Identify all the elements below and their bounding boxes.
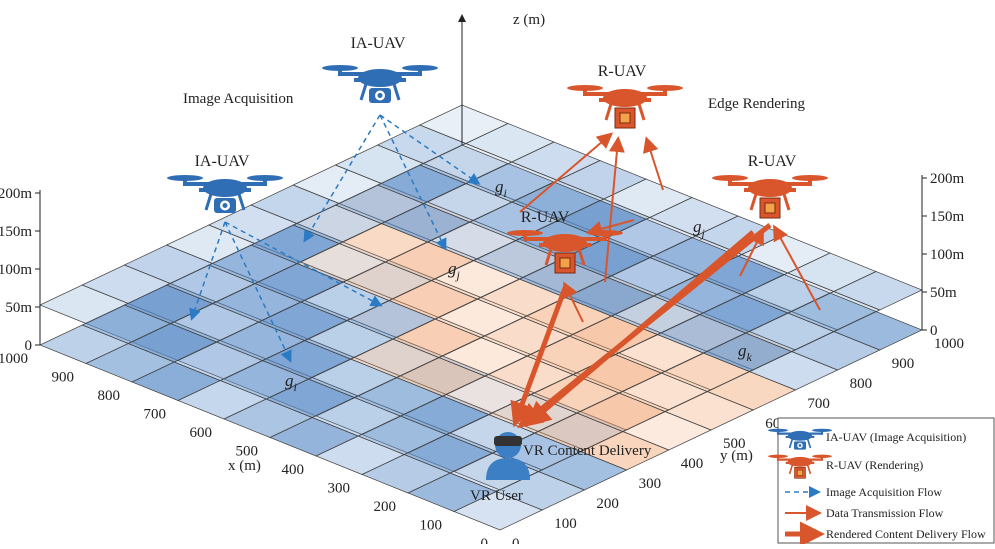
r-uav-icon	[567, 85, 683, 128]
legend-label: Rendered Content Delivery Flow	[826, 527, 986, 541]
rotor-post	[821, 430, 823, 434]
diagram: Image Acquisition Edge Rendering VR Cont…	[0, 0, 995, 544]
rotor-post	[821, 456, 823, 460]
x-tick-label: 100	[420, 518, 443, 534]
z-tick-label: 100m	[0, 262, 32, 278]
legend-label: IA-UAV (Image Acquisition)	[826, 430, 966, 444]
axis-label: x (m)	[228, 458, 261, 474]
lens	[223, 203, 228, 208]
rotor-post	[523, 233, 527, 241]
rotor-post	[663, 88, 667, 96]
label: Edge Rendering	[708, 96, 806, 112]
grid-label-base: g	[448, 259, 457, 278]
grid-label-base: g	[495, 177, 504, 196]
x-tick-label: 500	[236, 444, 259, 460]
y-tick-label: 1000	[934, 336, 964, 352]
z-tick-label: 200m	[930, 171, 965, 187]
drone-label: R-UAV	[598, 63, 647, 80]
grid-label-base: g	[285, 371, 294, 390]
x-tick-label: 1000	[0, 351, 28, 367]
label: VR User	[470, 488, 523, 504]
z-tick-label: 150m	[930, 209, 965, 225]
drone-label: R-UAV	[521, 209, 570, 226]
y-tick-label: 100	[554, 516, 577, 532]
x-tick-label: 600	[190, 425, 213, 441]
label: VR Content Delivery	[523, 443, 652, 459]
y-tick-label: 500	[723, 436, 746, 452]
grid-label-base: g	[738, 341, 747, 360]
x-tick-label: 800	[98, 388, 121, 404]
x-tick-label: 300	[328, 481, 351, 497]
drone-label: IA-UAV	[195, 153, 250, 170]
headset	[494, 436, 522, 446]
y-tick-label: 900	[892, 356, 915, 372]
rotor-post	[777, 430, 779, 434]
rotor-post	[808, 178, 812, 186]
legend-label: Image Acquisition Flow	[826, 485, 942, 499]
legend: IA-UAV (Image Acquisition) R-UAV (Renderi…	[768, 418, 994, 543]
z-tick-label: 100m	[930, 247, 965, 263]
lens	[378, 93, 383, 98]
x-tick-label: 400	[282, 462, 305, 478]
x-tick-label: 0	[481, 536, 489, 544]
grid-label-base: g	[693, 217, 702, 236]
chip-core	[797, 470, 803, 476]
drone-label: R-UAV	[748, 153, 797, 170]
grid-label-sub: i	[294, 380, 297, 394]
rotor-post	[338, 68, 342, 76]
y-tick-label: 800	[850, 376, 873, 392]
chip-core	[765, 203, 775, 213]
rotor-post	[728, 178, 732, 186]
y-tick-label: 400	[681, 456, 704, 472]
y-tick-label: 700	[807, 396, 830, 412]
axis-label: z (m)	[513, 12, 545, 28]
grid-label-sub: k	[747, 350, 753, 364]
rotor-post	[603, 233, 607, 241]
rotor-post	[777, 456, 779, 460]
z-tick-label: 50m	[930, 285, 957, 301]
rotor-post	[263, 178, 267, 186]
lens	[799, 444, 802, 447]
z-tick-label: 150m	[0, 224, 32, 240]
z-tick-label: 50m	[5, 300, 32, 316]
x-tick-label: 200	[374, 499, 397, 515]
rotor-post	[583, 88, 587, 96]
drone-label: IA-UAV	[351, 35, 406, 52]
chip-core	[560, 258, 570, 268]
z-tick-label: 200m	[0, 186, 32, 202]
rotor-post	[183, 178, 187, 186]
x-tick-label: 700	[144, 407, 167, 423]
rotor-post	[418, 68, 422, 76]
x-tick-label: 900	[52, 370, 75, 386]
r-uav-icon	[712, 175, 828, 218]
y-tick-label: 0	[512, 536, 520, 544]
y-tick-label: 200	[596, 496, 619, 512]
grid-label-sub: i	[504, 186, 507, 200]
legend-label: R-UAV (Rendering)	[826, 458, 923, 472]
chip-core	[620, 113, 630, 123]
legend-label: Data Transmission Flow	[826, 506, 944, 520]
label: Image Acquisition	[183, 91, 294, 107]
y-tick-label: 300	[639, 476, 662, 492]
ia-uav-icon	[322, 65, 438, 103]
